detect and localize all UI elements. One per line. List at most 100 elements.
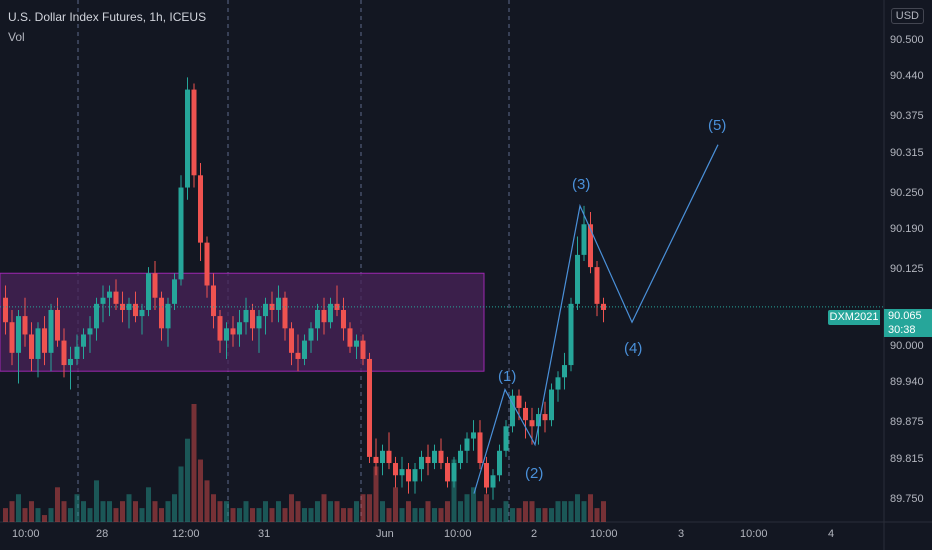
volume-bar xyxy=(412,508,418,522)
candle-body xyxy=(289,328,294,353)
volume-bar xyxy=(29,501,34,522)
volume-bar xyxy=(250,508,255,522)
candle-body xyxy=(432,450,437,464)
candle-body xyxy=(568,303,574,366)
volume-bar xyxy=(191,404,197,522)
candle-body xyxy=(328,303,333,323)
volume-bar xyxy=(100,501,106,522)
candle-body xyxy=(191,89,197,176)
candle-body xyxy=(237,322,242,335)
elliott-wave-line xyxy=(473,144,719,494)
candle-body xyxy=(42,328,47,353)
volume-bar xyxy=(334,501,340,522)
time-tick: 3 xyxy=(678,528,685,540)
candle-body xyxy=(282,297,288,329)
candle-body xyxy=(185,89,190,188)
volume-bar xyxy=(523,501,528,522)
volume-bar xyxy=(503,501,509,522)
volume-bar xyxy=(451,459,457,522)
volume-bar xyxy=(146,487,151,522)
price-tick: 89.940 xyxy=(890,376,924,389)
volume-bar xyxy=(328,501,333,522)
candle-body xyxy=(490,475,496,488)
candle-body xyxy=(120,303,125,310)
candle-body xyxy=(516,395,522,408)
volume-bar xyxy=(445,501,450,522)
candle-body xyxy=(471,432,476,439)
candle-body xyxy=(588,224,593,268)
volume-bar xyxy=(243,501,249,522)
volume-bar xyxy=(276,501,281,522)
candle-body xyxy=(380,450,385,464)
candle-body xyxy=(347,328,353,347)
volume-bar xyxy=(542,508,548,522)
volume-bar xyxy=(107,501,112,522)
time-tick: 28 xyxy=(96,528,109,540)
price-tick: 90.440 xyxy=(890,70,924,83)
wave-label: (4) xyxy=(624,340,643,358)
volume-bar xyxy=(35,508,41,522)
time-tick: 12:00 xyxy=(172,528,200,540)
price-tick: 90.375 xyxy=(890,110,924,123)
wave-label: (3) xyxy=(572,175,591,193)
volume-bar xyxy=(48,508,54,522)
time-tick: 2 xyxy=(531,528,538,540)
candle-body xyxy=(464,438,470,451)
volume-bar xyxy=(211,494,216,522)
candle-body xyxy=(55,309,60,341)
currency-button[interactable]: USD xyxy=(890,8,924,24)
volume-bar xyxy=(315,501,320,522)
volume-bar xyxy=(16,494,21,522)
volume-bar xyxy=(360,494,366,522)
candle-body xyxy=(9,322,15,353)
candle-body xyxy=(562,365,567,378)
time-tick: 10:00 xyxy=(444,528,472,540)
volume-bar xyxy=(399,508,405,522)
volume-bar xyxy=(178,466,184,522)
candle-body xyxy=(178,187,184,280)
candle-body xyxy=(581,224,587,255)
candle-body xyxy=(263,303,268,317)
candle-body xyxy=(321,309,327,323)
volume-bar xyxy=(185,438,190,522)
candle-body xyxy=(419,456,424,470)
candle-body xyxy=(22,316,28,335)
volume-bar xyxy=(490,508,496,522)
price-tick: 90.000 xyxy=(890,339,924,352)
volume-bar xyxy=(562,501,567,522)
candle-body xyxy=(87,328,93,335)
wave-label: (1) xyxy=(498,367,517,385)
symbol-title[interactable]: U.S. Dollar Index Futures, 1h, ICEUS xyxy=(8,10,207,24)
candle-body xyxy=(3,297,8,323)
price-tick: 90.250 xyxy=(890,186,924,199)
candle-body xyxy=(146,273,151,310)
volume-bar xyxy=(289,494,294,522)
volume-legend[interactable]: Vol xyxy=(8,30,25,44)
candle-body xyxy=(529,420,535,427)
volume-bar xyxy=(425,501,431,522)
candle-body xyxy=(367,358,372,457)
volume-bar xyxy=(341,508,346,522)
volume-bar xyxy=(269,508,275,522)
price-tick: 90.190 xyxy=(890,223,924,236)
candle-body xyxy=(523,407,528,421)
candle-body xyxy=(74,346,80,359)
price-tick: 90.125 xyxy=(890,263,924,276)
time-tick: 10:00 xyxy=(740,528,768,540)
candle-body xyxy=(302,340,307,359)
candle-body xyxy=(165,303,171,329)
price-tick: 90.500 xyxy=(890,33,924,46)
volume-bar xyxy=(256,508,262,522)
candle-body xyxy=(542,414,548,421)
volume-bar xyxy=(510,508,515,522)
volume-bar xyxy=(22,508,28,522)
volume-bar xyxy=(484,494,489,522)
volume-bar xyxy=(529,501,535,522)
candle-body xyxy=(458,450,463,464)
candle-body xyxy=(152,273,158,298)
candle-body xyxy=(107,291,112,298)
candle-body xyxy=(133,303,138,317)
volume-bar xyxy=(549,508,554,522)
last-price-label: 90.065 xyxy=(884,309,932,323)
